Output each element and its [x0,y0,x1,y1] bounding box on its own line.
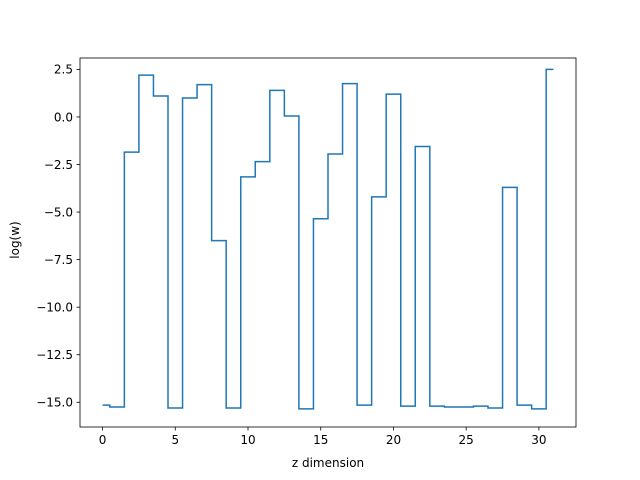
y-tick-label: −2.5 [44,158,73,172]
x-tick-label: 5 [171,433,179,447]
x-tick-label: 10 [240,433,255,447]
x-tick-label: 15 [313,433,328,447]
plot-area [102,68,554,410]
x-tick-label: 25 [459,433,474,447]
x-axis-label: z dimension [292,456,364,470]
y-tick-label: 2.5 [54,63,73,77]
x-tick-label: 20 [386,433,401,447]
axes-frame [79,57,577,428]
x-tick-label: 0 [99,433,107,447]
y-tick-label: −12.5 [36,348,73,362]
y-tick-label: −5.0 [44,205,73,219]
y-tick-label: −10.0 [36,300,73,314]
axes: 0 5 10 15 20 25 30 2.5 0.0 −2.5 −5.0 −7.5 −10.0 −12.5… [36,57,577,447]
series-line-0 [102,68,554,410]
y-tick-label: −7.5 [44,253,73,267]
y-tick-label: −15.0 [36,396,73,410]
y-tick-label: 0.0 [54,110,73,124]
y-axis-label: log(w) [8,221,22,258]
x-tick-label: 30 [531,433,546,447]
